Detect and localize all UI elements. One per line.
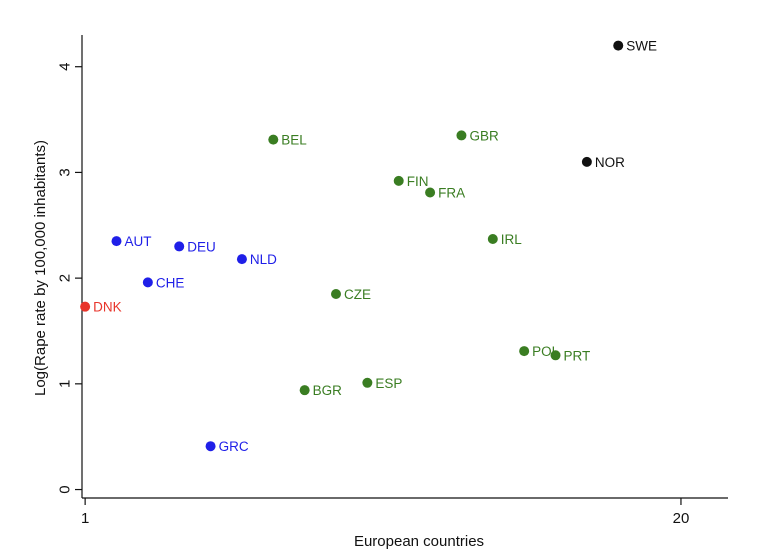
data-point-prt (550, 350, 561, 361)
point-label-bgr: BGR (313, 383, 343, 398)
y-tick-label: 0 (56, 485, 73, 493)
y-tick-label: 4 (56, 63, 73, 71)
data-point-esp (362, 377, 373, 388)
point-label-prt: PRT (564, 348, 591, 363)
y-tick-label: 1 (56, 380, 73, 388)
y-tick-label: 3 (56, 168, 73, 176)
point-label-grc: GRC (219, 439, 249, 454)
data-point-bel (268, 134, 279, 145)
data-point-grc (205, 441, 216, 452)
data-point-deu (174, 241, 185, 252)
x-tick-label: 20 (673, 510, 690, 527)
point-label-nld: NLD (250, 252, 277, 267)
data-point-bgr (299, 385, 310, 396)
point-label-gbr: GBR (469, 128, 499, 143)
x-axis-ticks: 1 20 (81, 498, 689, 527)
point-label-dnk: DNK (93, 300, 122, 315)
data-point-che (142, 277, 153, 288)
y-axis-title: Log(Rape rate by 100,000 inhabitants) (32, 140, 49, 396)
x-axis-title: European countries (354, 533, 484, 550)
data-point-gbr (456, 130, 467, 141)
data-points: DNK AUT CHE DEU GRC NLD BEL BGR CZE ESP FIN FRA GBR I… (80, 39, 657, 454)
point-label-nor: NOR (595, 155, 625, 170)
plot-area (82, 35, 728, 498)
data-point-irl (487, 234, 498, 245)
data-point-fin (393, 175, 404, 186)
point-label-cze: CZE (344, 287, 371, 302)
point-label-esp: ESP (375, 376, 402, 391)
point-label-fra: FRA (438, 186, 465, 201)
point-label-irl: IRL (501, 232, 522, 247)
y-tick-label: 2 (56, 274, 73, 282)
point-label-che: CHE (156, 275, 185, 290)
point-label-bel: BEL (281, 133, 307, 148)
data-point-pol (519, 346, 530, 357)
data-point-dnk (80, 301, 91, 312)
x-tick-label: 1 (81, 510, 89, 527)
data-point-fra (425, 187, 436, 198)
data-point-nor (581, 156, 592, 167)
data-point-nld (236, 254, 247, 265)
point-label-aut: AUT (124, 234, 151, 249)
point-label-deu: DEU (187, 239, 216, 254)
data-point-swe (613, 40, 624, 51)
y-axis-ticks: 0 1 2 3 4 (56, 63, 82, 494)
data-point-cze (331, 288, 342, 299)
data-point-aut (111, 236, 122, 247)
point-label-fin: FIN (407, 174, 429, 189)
point-label-swe: SWE (626, 39, 657, 54)
